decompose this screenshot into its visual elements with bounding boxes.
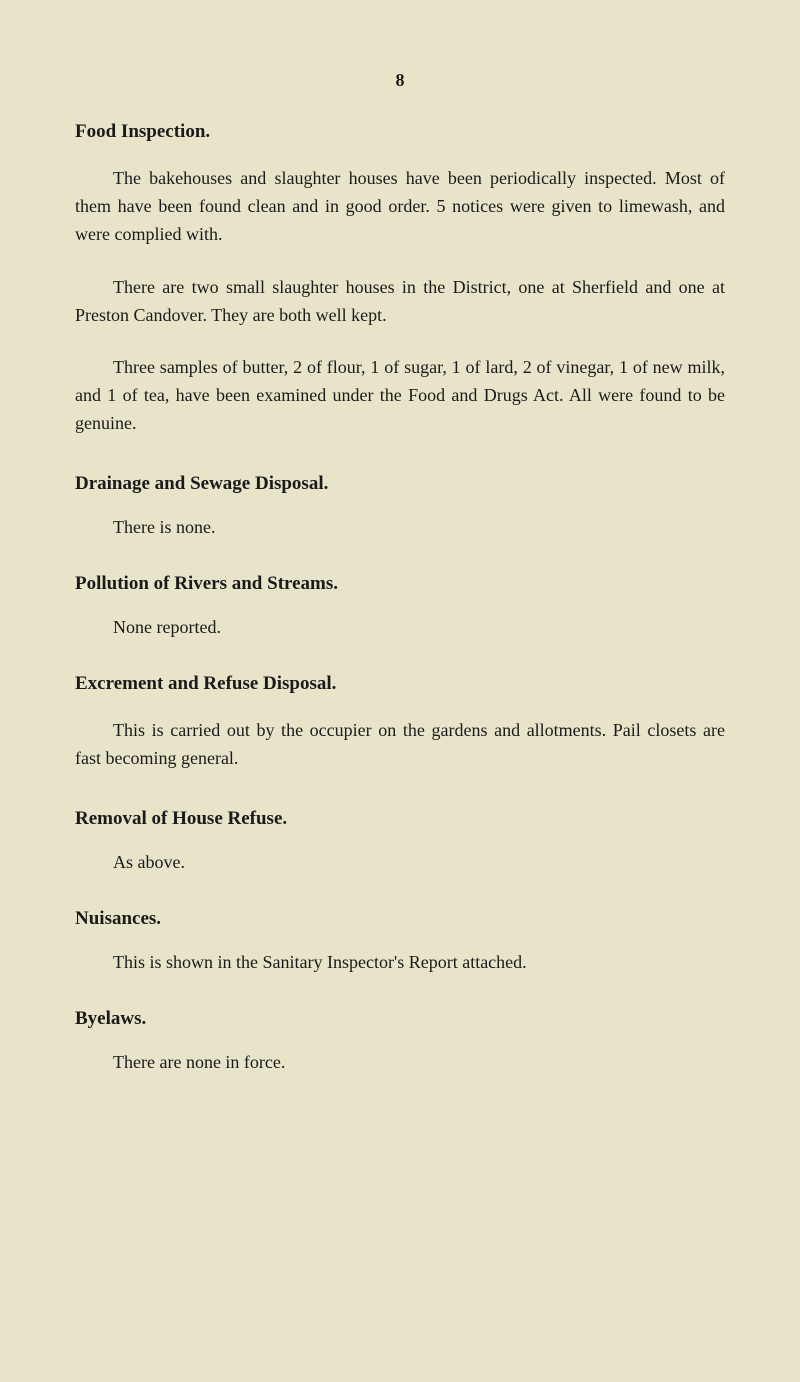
heading-food-inspection: Food Inspection.: [75, 121, 725, 143]
heading-removal: Removal of House Refuse.: [75, 808, 725, 830]
heading-nuisances: Nuisances.: [75, 908, 725, 930]
section-excrement: Excrement and Refuse Disposal. This is c…: [75, 673, 725, 773]
content-removal: As above.: [75, 852, 725, 873]
paragraph: Three samples of butter, 2 of flour, 1 o…: [75, 354, 725, 438]
content-drainage: There is none.: [75, 517, 725, 538]
content-byelaws: There are none in force.: [75, 1052, 725, 1073]
heading-drainage: Drainage and Sewage Disposal.: [75, 473, 725, 495]
heading-byelaws: Byelaws.: [75, 1008, 725, 1030]
paragraph: There are two small slaughter houses in …: [75, 274, 725, 330]
section-pollution: Pollution of Rivers and Streams. None re…: [75, 573, 725, 638]
page-number: 8: [75, 70, 725, 91]
content-nuisances: This is shown in the Sanitary Inspector'…: [75, 952, 725, 973]
heading-excrement: Excrement and Refuse Disposal.: [75, 673, 725, 695]
paragraph: The bakehouses and slaughter houses have…: [75, 165, 725, 249]
section-nuisances: Nuisances. This is shown in the Sanitary…: [75, 908, 725, 973]
section-food-inspection: Food Inspection. The bakehouses and slau…: [75, 121, 725, 438]
content-pollution: None reported.: [75, 617, 725, 638]
heading-pollution: Pollution of Rivers and Streams.: [75, 573, 725, 595]
section-removal: Removal of House Refuse. As above.: [75, 808, 725, 873]
content-excrement: This is carried out by the occupier on t…: [75, 717, 725, 773]
section-byelaws: Byelaws. There are none in force.: [75, 1008, 725, 1073]
section-drainage: Drainage and Sewage Disposal. There is n…: [75, 473, 725, 538]
